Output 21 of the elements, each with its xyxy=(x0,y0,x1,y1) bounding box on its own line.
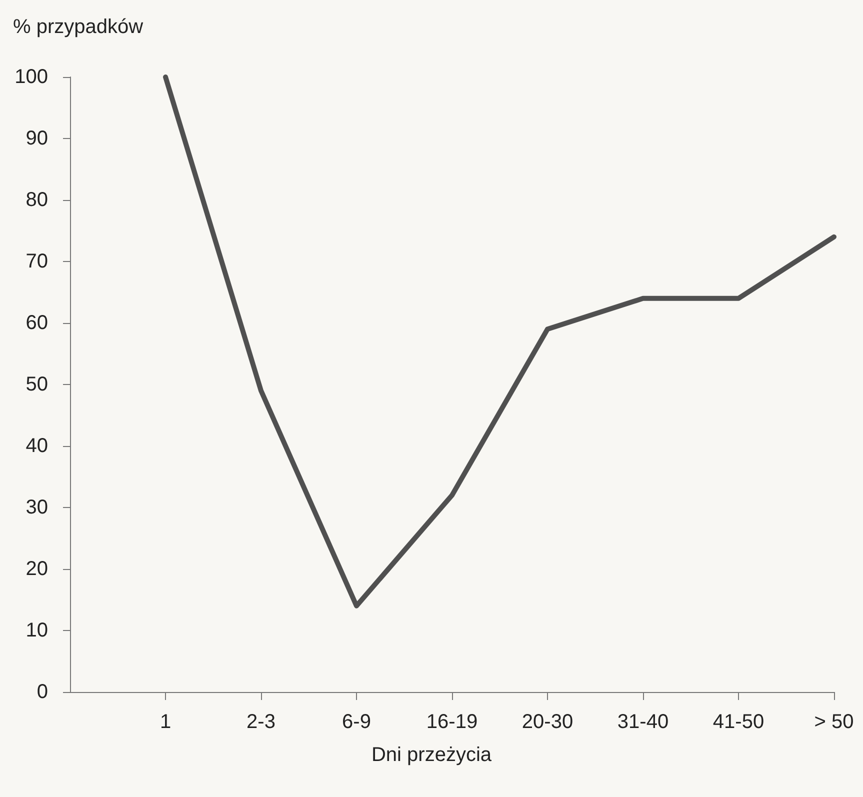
x-tick-label: 6-9 xyxy=(342,711,371,733)
y-tick-label: 20 xyxy=(26,558,48,580)
x-tick-label: 31-40 xyxy=(617,711,669,733)
x-tick-label: 2-3 xyxy=(246,711,276,733)
x-tick-label: 1 xyxy=(160,711,172,733)
y-tick-label: 90 xyxy=(26,128,48,150)
y-tick-label: 80 xyxy=(26,189,48,211)
y-tick-label: 100 xyxy=(14,66,48,88)
x-tick-label: 41-50 xyxy=(712,711,764,733)
y-tick-label: 40 xyxy=(26,435,48,457)
y-tick-label: 0 xyxy=(36,681,48,703)
y-tick-label: 10 xyxy=(26,620,48,642)
y-tick-label: 50 xyxy=(26,374,48,396)
y-axis-title: % przypadków xyxy=(13,16,144,38)
x-tick-label: 16-19 xyxy=(426,711,478,733)
x-tick-label: 20-30 xyxy=(522,711,574,733)
y-tick-label: 60 xyxy=(26,312,48,334)
y-tick-label: 30 xyxy=(26,496,48,518)
y-tick-label: 70 xyxy=(26,250,48,272)
x-tick-label: > 50 xyxy=(814,711,854,733)
x-axis-title: Dni przeżycia xyxy=(371,744,492,766)
